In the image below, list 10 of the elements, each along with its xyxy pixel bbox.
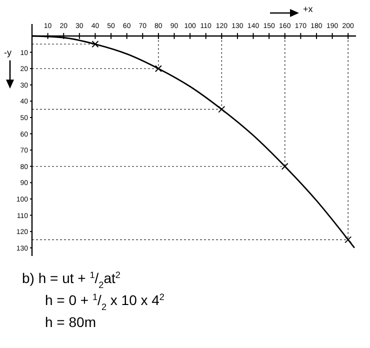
point bbox=[154, 65, 162, 72]
point bbox=[92, 40, 99, 48]
text: h = 80m bbox=[45, 314, 96, 330]
text: h = 0 + $^{1}$/$_{2}$ x 10 x 4$^{2}$ bbox=[45, 292, 164, 312]
point bbox=[344, 236, 352, 244]
point bbox=[281, 162, 288, 170]
y-axis-title: -y bbox=[4, 47, 12, 58]
point bbox=[218, 106, 226, 113]
text: b) h = ut + $^{1}$/$_{2}$at$^{2}$ bbox=[22, 270, 120, 290]
x-axis-title: +x bbox=[303, 4, 314, 14]
